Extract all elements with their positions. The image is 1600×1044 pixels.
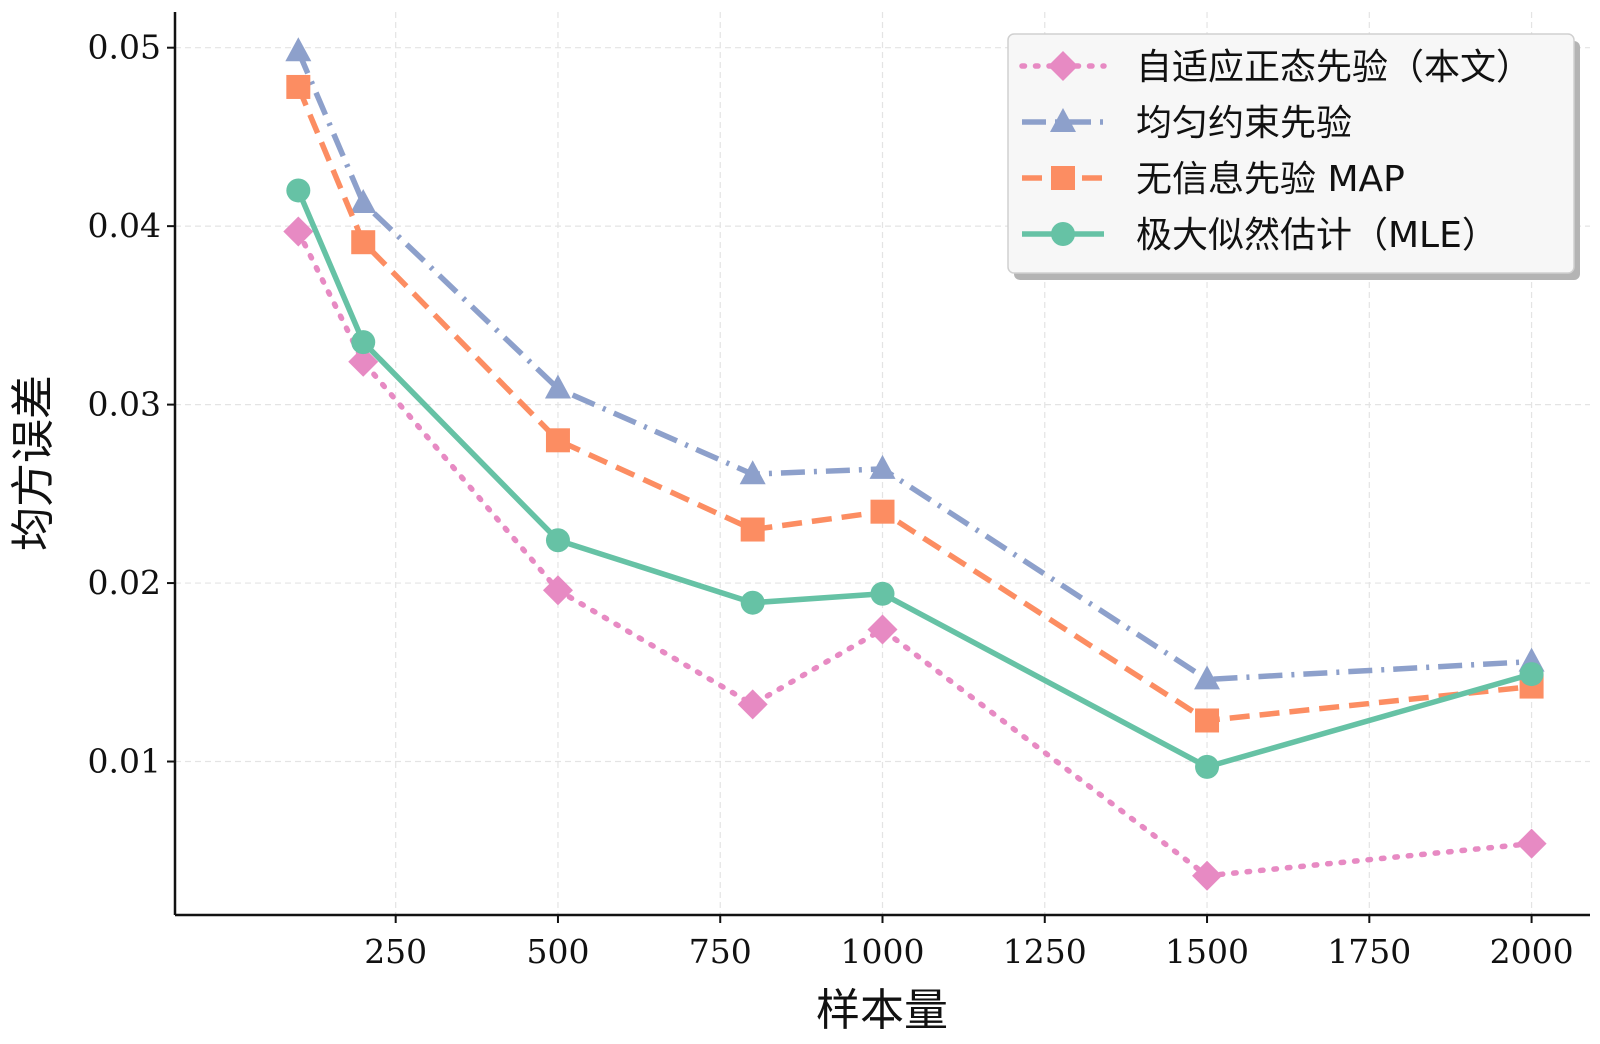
series-4 xyxy=(286,178,1544,779)
data-point-circle xyxy=(351,330,376,355)
data-point-diamond xyxy=(867,614,898,645)
data-point-diamond xyxy=(348,346,379,377)
y-tick-label: 0.04 xyxy=(88,206,161,245)
data-point-square xyxy=(545,428,570,453)
x-tick-label: 500 xyxy=(526,932,589,971)
legend-entry-4: 极大似然估计（MLE） xyxy=(1022,215,1498,256)
y-tick-label: 0.01 xyxy=(88,742,161,781)
x-axis-title: 样本量 xyxy=(816,985,948,1036)
data-point-square xyxy=(740,517,765,542)
x-tick-label: 1250 xyxy=(1003,932,1087,971)
ticks: 250 500 750 1000 1250 1500 1750 2000 0.01 0.02 0.0… xyxy=(88,28,1574,971)
y-axis-title: 均方误差 xyxy=(8,375,59,551)
data-point-diamond xyxy=(283,216,314,247)
x-tick-label: 1000 xyxy=(841,932,925,971)
data-point-diamond xyxy=(1516,828,1547,859)
legend-label: 自适应正态先验（本文） xyxy=(1136,47,1532,88)
legend-entry-2: 均匀约束先验 xyxy=(1022,103,1352,144)
legend-marker xyxy=(1051,222,1075,246)
data-point-square xyxy=(1195,708,1220,733)
legend-label: 均匀约束先验 xyxy=(1136,103,1352,144)
data-point-triangle xyxy=(285,37,312,62)
data-point-triangle xyxy=(739,460,766,485)
legend-label: 极大似然估计（MLE） xyxy=(1136,215,1498,256)
data-point-circle xyxy=(1195,754,1220,779)
data-point-diamond xyxy=(542,575,573,606)
series-line xyxy=(295,228,1535,879)
legend-marker xyxy=(1048,51,1078,81)
data-point-triangle xyxy=(350,188,377,213)
legend-marker xyxy=(1050,108,1076,132)
legend-entry-3: 无信息先验 MAP xyxy=(1022,159,1405,200)
data-point-triangle xyxy=(869,454,896,479)
data-point-diamond xyxy=(737,689,768,720)
data-point-square xyxy=(351,230,376,255)
x-tick-label: 2000 xyxy=(1490,932,1574,971)
data-point-diamond xyxy=(1192,860,1223,891)
x-tick-label: 1750 xyxy=(1327,932,1411,971)
legend-label: 无信息先验 MAP xyxy=(1136,159,1405,200)
y-tick-label: 0.02 xyxy=(88,563,161,602)
data-point-square xyxy=(870,499,895,524)
data-point-circle xyxy=(740,590,765,615)
legend-box xyxy=(1007,33,1575,274)
series-layer xyxy=(283,37,1547,891)
data-point-square xyxy=(286,74,311,99)
y-tick-label: 0.05 xyxy=(88,28,161,67)
data-point-triangle xyxy=(1194,665,1221,690)
legend-marker xyxy=(1051,166,1075,190)
data-point-triangle xyxy=(544,374,571,399)
data-point-circle xyxy=(870,581,895,606)
x-tick-label: 750 xyxy=(689,932,752,971)
x-tick-label: 250 xyxy=(364,932,427,971)
data-point-circle xyxy=(1519,662,1544,687)
y-tick-label: 0.03 xyxy=(88,385,161,424)
series-1 xyxy=(283,216,1547,891)
data-point-circle xyxy=(286,178,311,203)
data-point-circle xyxy=(545,528,570,553)
x-tick-label: 1500 xyxy=(1165,932,1249,971)
series-3 xyxy=(286,74,1544,733)
legend-entry-1: 自适应正态先验（本文） xyxy=(1019,47,1532,88)
